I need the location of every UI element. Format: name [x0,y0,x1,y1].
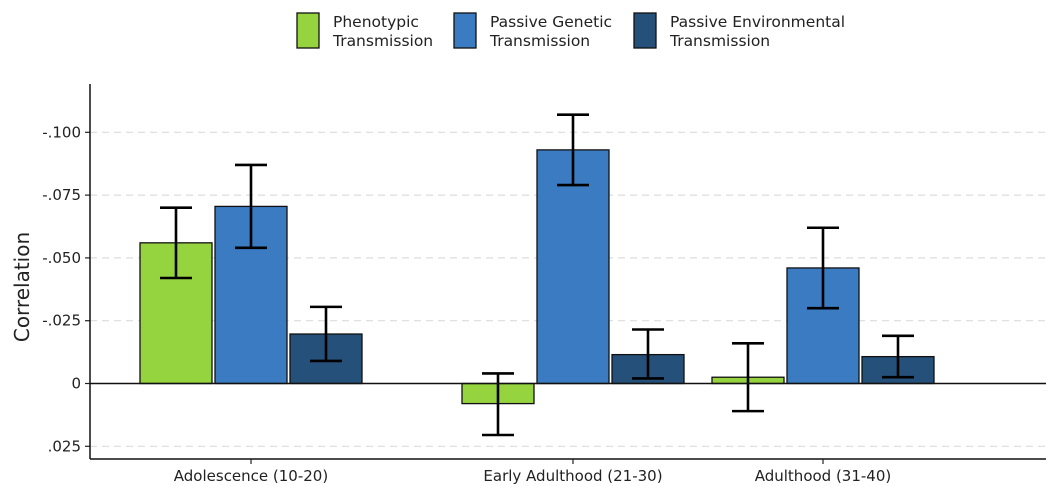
y-tick-label: -.100 [42,123,81,141]
bar [786,267,860,385]
bars [139,149,935,405]
legend-swatch [296,12,320,49]
y-tick-label: -.025 [42,312,81,330]
x-tick-label: Adolescence (10-20) [174,467,328,485]
legend-swatch [453,12,477,49]
x-tick-label: Early Adulthood (21-30) [483,467,662,485]
legend-label: Transmission [669,32,770,50]
legend-label: Passive Genetic [490,13,612,31]
error-bars [160,113,914,437]
x-tick-label: Adulthood (31-40) [755,467,892,485]
y-tick-label: .025 [48,437,81,455]
legend-label: Transmission [332,32,433,50]
y-tick-label: -.075 [42,186,81,204]
y-axis-title: Correlation [10,232,34,342]
axes: -.100 -.075 -.050 -.025 0 .025 Adolescence (10… [42,84,1046,485]
legend-label: Transmission [489,32,590,50]
legend-swatch [633,12,657,49]
legend-label: Passive Environmental [670,13,845,31]
y-tick-label: -.050 [42,249,81,267]
y-tick-label: 0 [71,375,81,393]
legend-label: Phenotypic [333,13,419,31]
bar [536,149,610,385]
